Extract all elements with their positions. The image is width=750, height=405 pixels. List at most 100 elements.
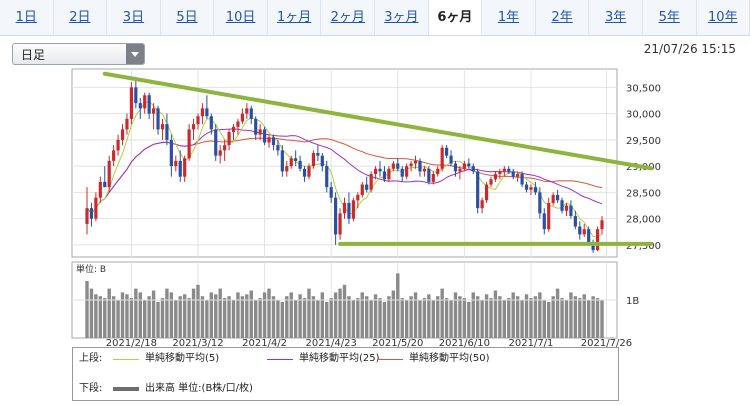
volume-bar [480, 300, 484, 338]
volume-bar [316, 300, 320, 338]
candle-body [209, 116, 213, 130]
tab-1[interactable]: 2日 [54, 0, 108, 35]
volume-bar [564, 300, 569, 338]
candle-body [223, 145, 227, 151]
y-tick-label: 28,000 [626, 215, 661, 226]
legend-ma25: 単純移動平均(25) [267, 352, 380, 366]
volume-bar [409, 296, 413, 338]
tab-4[interactable]: 10日 [214, 0, 268, 35]
candle-body [134, 87, 138, 104]
candle-body [573, 216, 577, 227]
candle-body [400, 168, 404, 177]
volume-bar [538, 292, 542, 338]
tab-5[interactable]: 1ヶ月 [268, 0, 322, 35]
legend-ma50-line [377, 358, 403, 360]
volume-bar [293, 300, 298, 338]
candle-body [511, 171, 515, 177]
tab-10[interactable]: 2年 [536, 0, 590, 35]
x-tick-label: 2021/4/2 [242, 338, 287, 349]
volume-bar [373, 294, 378, 338]
volume-bar [360, 292, 364, 338]
volume-bar [200, 296, 205, 338]
candle-body [289, 158, 293, 167]
candle-body [538, 192, 542, 214]
volume-bar [569, 292, 573, 338]
legend-ma5: 単純移動平均(5) [113, 352, 219, 366]
candle-body [120, 129, 125, 140]
candle-body [165, 124, 169, 140]
tab-12[interactable]: 5年 [643, 0, 697, 35]
candle-body [125, 118, 129, 130]
volume-bar [147, 296, 151, 338]
volume-bar [462, 298, 467, 338]
volume-bar [280, 301, 285, 338]
tab-9[interactable]: 1年 [482, 0, 536, 35]
volume-bar [364, 296, 369, 338]
volume-bar [116, 300, 120, 338]
tab-8[interactable]: 6ヶ月 [428, 0, 483, 35]
y-tick-label: 30,000 [626, 110, 661, 121]
candle-body [85, 208, 89, 224]
volume-bar [289, 292, 293, 338]
volume-bar [236, 292, 240, 338]
candle-body [440, 147, 444, 169]
volume-bar [391, 290, 396, 338]
volume-bar [107, 288, 111, 338]
candle-body [254, 118, 258, 135]
volume-bar [582, 294, 586, 338]
candle-body [520, 174, 524, 185]
candle-body [431, 174, 435, 182]
legend-volume-swatch [113, 387, 139, 391]
volume-bar [493, 290, 498, 338]
volume-bar [498, 296, 502, 338]
volume-bar [307, 288, 311, 338]
chart-type-select[interactable]: 日足 [12, 43, 145, 65]
candle-body [103, 181, 107, 188]
tab-2[interactable]: 3日 [107, 0, 161, 35]
price-panel [71, 68, 618, 258]
candle-body [183, 158, 187, 177]
candle-body [564, 205, 569, 211]
volume-bar [404, 300, 409, 338]
volume-bar [484, 294, 489, 338]
volume-bar [191, 288, 196, 338]
tab-6[interactable]: 2ヶ月 [321, 0, 376, 35]
volume-bar [533, 296, 538, 338]
volume-bar [507, 298, 511, 338]
volume-bar [165, 288, 169, 338]
volume-bar [271, 296, 276, 338]
candle-body [231, 126, 236, 133]
volume-bar [422, 298, 427, 338]
candle-body [280, 150, 284, 172]
chevron-down-icon[interactable] [126, 44, 144, 64]
candle-body [409, 163, 413, 167]
volume-y-tick-label: 1B [626, 296, 639, 307]
volume-bar [129, 298, 134, 338]
candle-body [498, 171, 502, 175]
volume-bar [387, 296, 391, 338]
volume-bar [453, 292, 458, 338]
update-timestamp: 21/07/26 15:15 [643, 42, 736, 56]
candle-body [471, 166, 475, 172]
volume-bar [413, 292, 418, 338]
volume-bar [120, 292, 125, 338]
x-tick-label: 2021/7/1 [509, 338, 554, 349]
candle-body [445, 147, 449, 156]
candle-body [476, 171, 480, 209]
candle-body [196, 116, 200, 125]
candle-body [334, 197, 338, 235]
candle-body [178, 160, 182, 177]
tab-0[interactable]: 1日 [0, 0, 54, 35]
volume-bar [595, 298, 600, 338]
legend-upper-label: 上段: [79, 353, 103, 364]
volume-bar [542, 300, 546, 338]
volume-bar [227, 296, 231, 338]
candle-body [236, 121, 240, 127]
volume-bar [449, 300, 453, 338]
tab-3[interactable]: 5日 [161, 0, 215, 35]
tab-7[interactable]: 3ヶ月 [375, 0, 429, 35]
volume-bar [276, 300, 280, 338]
tab-11[interactable]: 3年 [589, 0, 643, 35]
candle-body [276, 145, 280, 151]
